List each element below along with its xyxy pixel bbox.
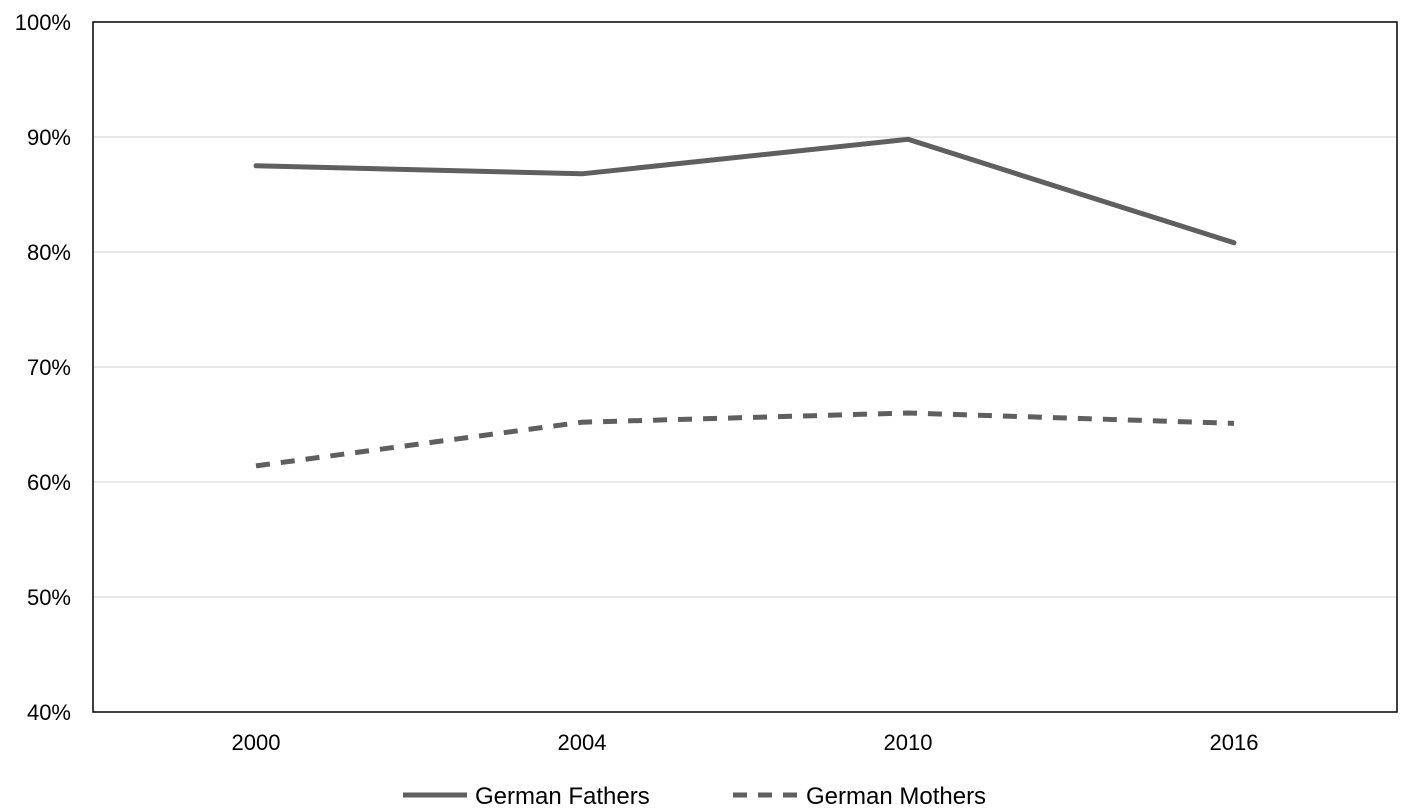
x-tick-label: 2010 [884, 730, 933, 755]
legend: German Fathers German Mothers [403, 783, 986, 809]
y-axis-ticks: 40% 50% 60% 70% 80% 90% 100% [15, 10, 71, 725]
legend-label: German Mothers [806, 783, 986, 809]
y-tick-label: 100% [15, 10, 71, 35]
x-axis-ticks: 2000 2004 2010 2016 [232, 730, 1259, 755]
y-tick-label: 90% [27, 125, 71, 150]
y-tick-label: 50% [27, 585, 71, 610]
x-tick-label: 2016 [1210, 730, 1259, 755]
plot-area-frame [92, 21, 1398, 713]
y-tick-label: 40% [27, 700, 71, 725]
series-line-german-mothers [255, 410, 1235, 469]
series-lines [253, 136, 1237, 469]
legend-label: German Fathers [475, 783, 650, 809]
series-line-german-fathers [253, 136, 1237, 246]
x-tick-label: 2000 [232, 730, 281, 755]
y-tick-label: 60% [27, 470, 71, 495]
gridlines [93, 136, 1397, 598]
y-tick-label: 70% [27, 355, 71, 380]
x-tick-label: 2004 [558, 730, 607, 755]
y-tick-label: 80% [27, 240, 71, 265]
